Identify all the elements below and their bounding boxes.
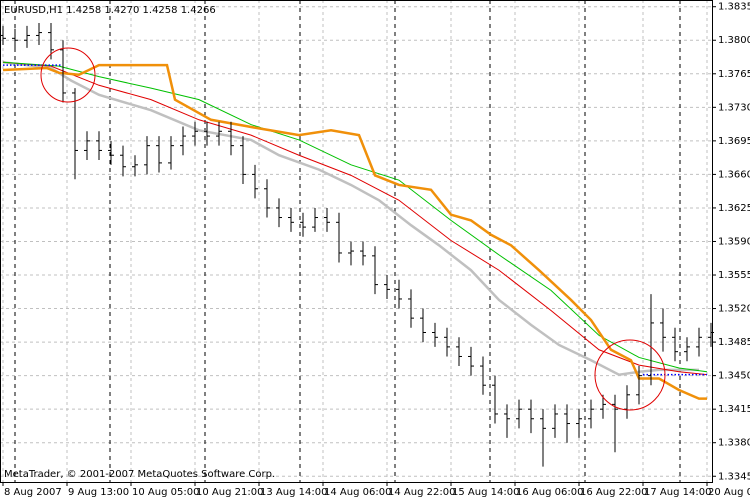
price-bar [288,207,294,232]
y-tick-label: 1.3485 [718,337,750,348]
x-tick-label: 9 Aug 13:00 [68,487,129,498]
price-bar [324,207,330,232]
y-tick-label: 1.3520 [718,304,750,315]
indicator-line [2,63,707,400]
price-bar [96,131,102,161]
y-tick-label: 1.3345 [718,471,750,482]
price-bar [516,399,522,429]
price-bar [552,404,558,438]
price-bar [372,246,378,295]
price-bar [240,136,246,184]
price-bar [492,375,498,424]
price-bar [24,25,30,48]
price-bar [408,289,414,328]
price-bar [36,22,42,46]
y-tick-label: 1.3695 [718,136,750,147]
price-bar [108,140,114,165]
price-bar [192,121,198,146]
y-tick-label: 1.3415 [718,404,750,415]
credit: MetaTrader, © 2001-2007 MetaQuotes Softw… [4,469,275,480]
price-bar [228,121,234,156]
price-bar [504,404,510,438]
price-bar [600,394,606,419]
price-bar [264,179,270,218]
price-bar [252,164,258,199]
price-bar [696,327,702,357]
highlight-circle [40,47,96,103]
y-tick-label: 1.3835 [718,2,750,13]
y-tick-label: 1.3380 [718,438,750,449]
price-bar [564,404,570,443]
y-tick-label: 1.3660 [718,169,750,180]
y-tick-label: 1.3800 [718,35,750,46]
y-tick-label: 1.3450 [718,371,750,382]
price-bar [672,327,678,362]
price-bar [144,136,150,175]
x-tick-label: 15 Aug 14:00 [452,487,519,498]
price-bar [468,346,474,376]
x-tick-label: 14 Aug 06:00 [324,487,391,498]
price-bar [168,136,174,170]
x-tick-label: 10 Aug 21:00 [196,487,263,498]
price-bar [216,121,222,146]
price-bar [348,241,354,266]
price-bar [120,145,126,177]
price-bar [72,88,78,180]
price-bar [60,40,66,103]
price-bar [540,409,546,467]
indicator-line [2,61,699,376]
price-bar [588,399,594,429]
price-bar [360,241,366,266]
price-bar [480,356,486,395]
x-tick-label: 14 Aug 22:00 [388,487,455,498]
y-tick-label: 1.3765 [718,69,750,80]
y-tick-label: 1.3555 [718,270,750,281]
x-tick-label: 16 Aug 06:00 [516,487,583,498]
price-bar [336,212,342,263]
indicator-line [2,61,708,376]
x-tick-label: 10 Aug 05:00 [132,487,199,498]
price-bar [300,212,306,237]
highlight-circle [594,339,666,411]
price-bar [180,126,186,156]
price-bar [84,131,90,161]
price-bar [276,198,282,228]
price-bar [48,22,54,60]
chart-title: EURUSD,H1 1.4258 1.4270 1.4258 1.4266 [4,5,216,16]
price-bar [456,337,462,367]
x-tick-label: 16 Aug 22:00 [580,487,647,498]
plot [0,22,714,467]
price-bar [612,394,618,453]
price-bar [132,155,138,177]
x-tick-label: 13 Aug 14:00 [260,487,327,498]
y-tick-label: 1.3590 [718,236,750,247]
price-bar [684,337,690,362]
price-bar [156,136,162,173]
price-bar [636,366,642,405]
x-tick-label: 17 Aug 14:00 [644,487,711,498]
price-bar [648,294,654,386]
x-tick-label: 20 Aug 07 [708,487,750,498]
price-bar [396,279,402,309]
x-tick-label: 8 Aug 2007 [4,487,62,498]
price-bar [528,399,534,434]
price-bar [576,409,582,438]
y-tick-label: 1.3730 [718,102,750,113]
price-bar [660,308,666,352]
price-bar [12,28,18,50]
price-bar [432,322,438,347]
price-bar [420,308,426,343]
y-tick-label: 1.3625 [718,203,750,214]
grid [0,0,712,482]
price-bar [204,121,210,146]
price-bar [384,275,390,299]
price-bar [312,207,318,232]
price-bar [444,327,450,357]
